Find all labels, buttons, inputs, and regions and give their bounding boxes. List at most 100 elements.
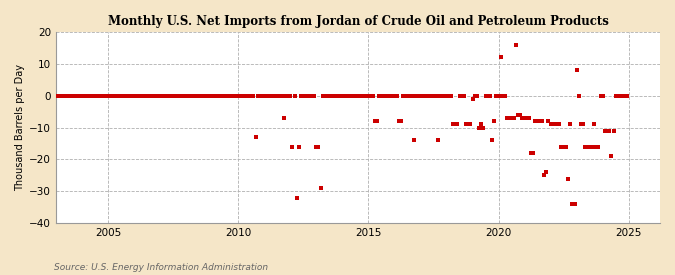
Point: [272, 94, 283, 98]
Point: [226, 94, 237, 98]
Point: [87, 94, 98, 98]
Point: [599, 128, 610, 133]
Point: [513, 112, 524, 117]
Point: [51, 94, 61, 98]
Point: [209, 94, 219, 98]
Point: [493, 94, 504, 98]
Point: [378, 94, 389, 98]
Point: [460, 122, 471, 127]
Point: [163, 94, 174, 98]
Point: [159, 94, 170, 98]
Point: [183, 94, 194, 98]
Point: [569, 202, 580, 206]
Point: [419, 94, 430, 98]
Point: [528, 151, 539, 155]
Point: [135, 94, 146, 98]
Point: [495, 55, 506, 60]
Point: [356, 94, 367, 98]
Point: [426, 94, 437, 98]
Point: [441, 94, 452, 98]
Point: [532, 119, 543, 123]
Point: [55, 94, 65, 98]
Point: [198, 94, 209, 98]
Point: [344, 94, 354, 98]
Point: [408, 138, 419, 142]
Point: [595, 94, 606, 98]
Point: [57, 94, 68, 98]
Point: [380, 94, 391, 98]
Point: [111, 94, 122, 98]
Point: [302, 94, 313, 98]
Point: [504, 116, 515, 120]
Point: [146, 94, 157, 98]
Point: [292, 196, 302, 200]
Point: [224, 94, 235, 98]
Point: [170, 94, 181, 98]
Point: [76, 94, 87, 98]
Point: [610, 94, 621, 98]
Point: [81, 94, 92, 98]
Point: [519, 116, 530, 120]
Point: [326, 94, 337, 98]
Point: [541, 170, 551, 174]
Point: [157, 94, 167, 98]
Point: [352, 94, 363, 98]
Point: [556, 144, 567, 149]
Point: [439, 94, 450, 98]
Point: [113, 94, 124, 98]
Point: [235, 94, 246, 98]
Point: [205, 94, 215, 98]
Point: [450, 122, 460, 127]
Point: [465, 122, 476, 127]
Point: [608, 128, 619, 133]
Title: Monthly U.S. Net Imports from Jordan of Crude Oil and Petroleum Products: Monthly U.S. Net Imports from Jordan of …: [107, 15, 608, 28]
Point: [261, 94, 272, 98]
Point: [213, 94, 224, 98]
Point: [413, 94, 424, 98]
Point: [313, 144, 324, 149]
Point: [617, 94, 628, 98]
Point: [435, 94, 446, 98]
Point: [549, 122, 560, 127]
Point: [211, 94, 222, 98]
Point: [547, 122, 558, 127]
Point: [120, 94, 131, 98]
Point: [231, 94, 242, 98]
Point: [448, 122, 458, 127]
Point: [587, 144, 597, 149]
Point: [244, 94, 254, 98]
Point: [296, 94, 306, 98]
Point: [354, 94, 365, 98]
Point: [578, 122, 589, 127]
Point: [422, 94, 433, 98]
Point: [233, 94, 244, 98]
Point: [404, 94, 415, 98]
Point: [85, 94, 96, 98]
Point: [267, 94, 278, 98]
Point: [278, 116, 289, 120]
Point: [517, 116, 528, 120]
Point: [593, 144, 603, 149]
Point: [115, 94, 126, 98]
Point: [187, 94, 198, 98]
Point: [539, 173, 549, 178]
Point: [521, 116, 532, 120]
Point: [376, 94, 387, 98]
Point: [591, 144, 601, 149]
Point: [383, 94, 394, 98]
Point: [68, 94, 79, 98]
Point: [322, 94, 333, 98]
Point: [372, 119, 383, 123]
Point: [196, 94, 207, 98]
Point: [92, 94, 103, 98]
Point: [194, 94, 205, 98]
Point: [328, 94, 339, 98]
Point: [424, 94, 435, 98]
Point: [478, 125, 489, 130]
Point: [606, 154, 617, 158]
Point: [270, 94, 281, 98]
Point: [506, 116, 517, 120]
Point: [400, 94, 410, 98]
Point: [122, 94, 133, 98]
Point: [153, 94, 163, 98]
